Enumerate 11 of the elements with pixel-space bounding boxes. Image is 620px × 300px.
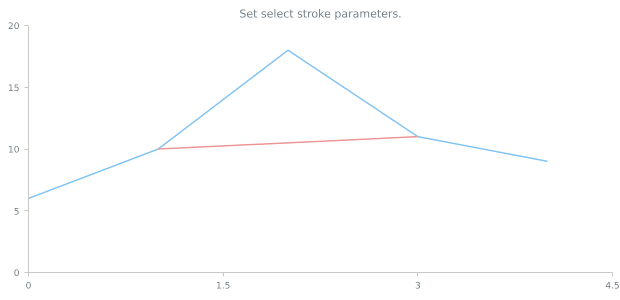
x-tick-label: 4.5 [605,282,620,292]
x-tick-label: 0 [26,282,32,292]
line-series [28,49,548,200]
x-tick-label: 3 [414,282,421,292]
chart-title: Set select stroke parameters. [239,8,402,20]
y-tick-label: 10 [8,146,20,156]
y-tick-label: 15 [8,84,20,94]
x-tick-label: 1.5 [216,282,230,292]
y-tick-label: 5 [14,207,20,218]
y-tick-label: 0 [14,269,20,279]
y-tick-label: 20 [8,22,20,32]
